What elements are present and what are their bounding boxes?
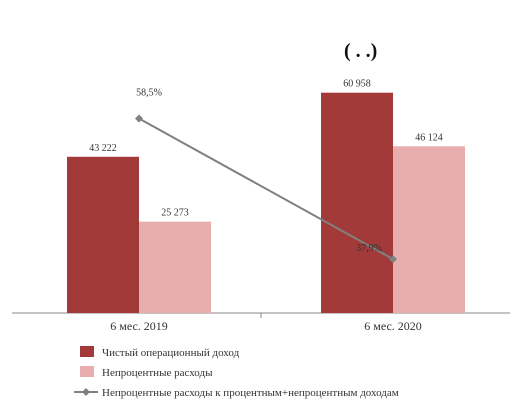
ratio-point-0: [135, 114, 143, 123]
legend-item-ratio-swatch-marker: [82, 388, 90, 396]
legend-item-ratio-label: Непроцентные расходы к процентным+непроц…: [102, 387, 399, 399]
bars-layer: [67, 92, 465, 313]
ratio-label-1: 37,9%: [356, 243, 382, 254]
bar-label-s0-c0: 43 222: [89, 143, 117, 154]
legend-item-expenses: Непроцентные расходы: [80, 366, 213, 379]
bar-s1-c0: [139, 221, 211, 313]
ratio-point-1: [389, 255, 397, 264]
line-layer: [135, 114, 397, 264]
ratio-label-0: 58,5%: [136, 87, 162, 98]
legend-item-expenses-label: Непроцентные расходы: [102, 367, 213, 379]
ratio-line: [138, 117, 394, 260]
legend-item-net-income: Чистый операционный доход: [80, 346, 240, 359]
legend-item-net-income-swatch: [80, 346, 94, 357]
bar-label-s0-c1: 60 958: [343, 79, 371, 90]
bar-s1-c1: [393, 146, 465, 313]
legend-item-expenses-swatch: [80, 366, 94, 377]
labels-layer: 43 222 60 958 25 273 46 124 6 мес. 2019 6 мес…: [89, 79, 443, 333]
bar-s0-c0: [67, 156, 139, 313]
legend: Чистый операционный доход Непроцентные ра…: [74, 346, 399, 399]
category-label-0: 6 мес. 2019: [110, 319, 168, 333]
bar-s0-c1: [321, 92, 393, 313]
category-label-1: 6 мес. 2020: [364, 319, 422, 333]
chart-title: ( . .): [344, 40, 377, 62]
bar-label-s1-c1: 46 124: [415, 132, 443, 143]
legend-item-ratio: Непроцентные расходы к процентным+непроц…: [74, 387, 399, 399]
legend-item-net-income-label: Чистый операционный доход: [102, 347, 240, 359]
bar-label-s1-c0: 25 273: [161, 208, 189, 219]
